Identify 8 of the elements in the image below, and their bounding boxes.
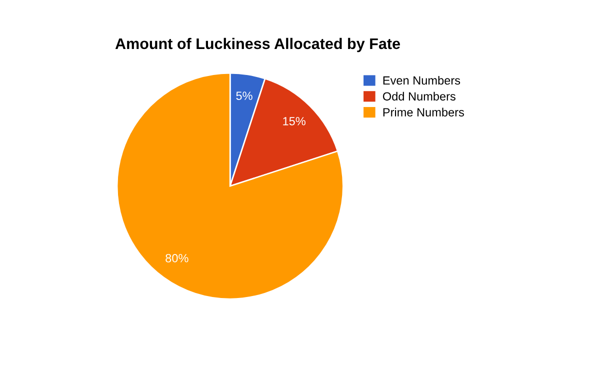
legend-label: Prime Numbers [383,108,464,116]
data-label: 80% [166,254,188,262]
data-label: 15% [283,117,306,126]
legend-label: Even Numbers [383,76,460,85]
legend-label: Odd Numbers [382,92,456,101]
data-label: 5% [236,92,252,100]
pie-slice [116,72,344,300]
chart-title: Amount of Luckiness Allocated by Fate [115,38,400,52]
